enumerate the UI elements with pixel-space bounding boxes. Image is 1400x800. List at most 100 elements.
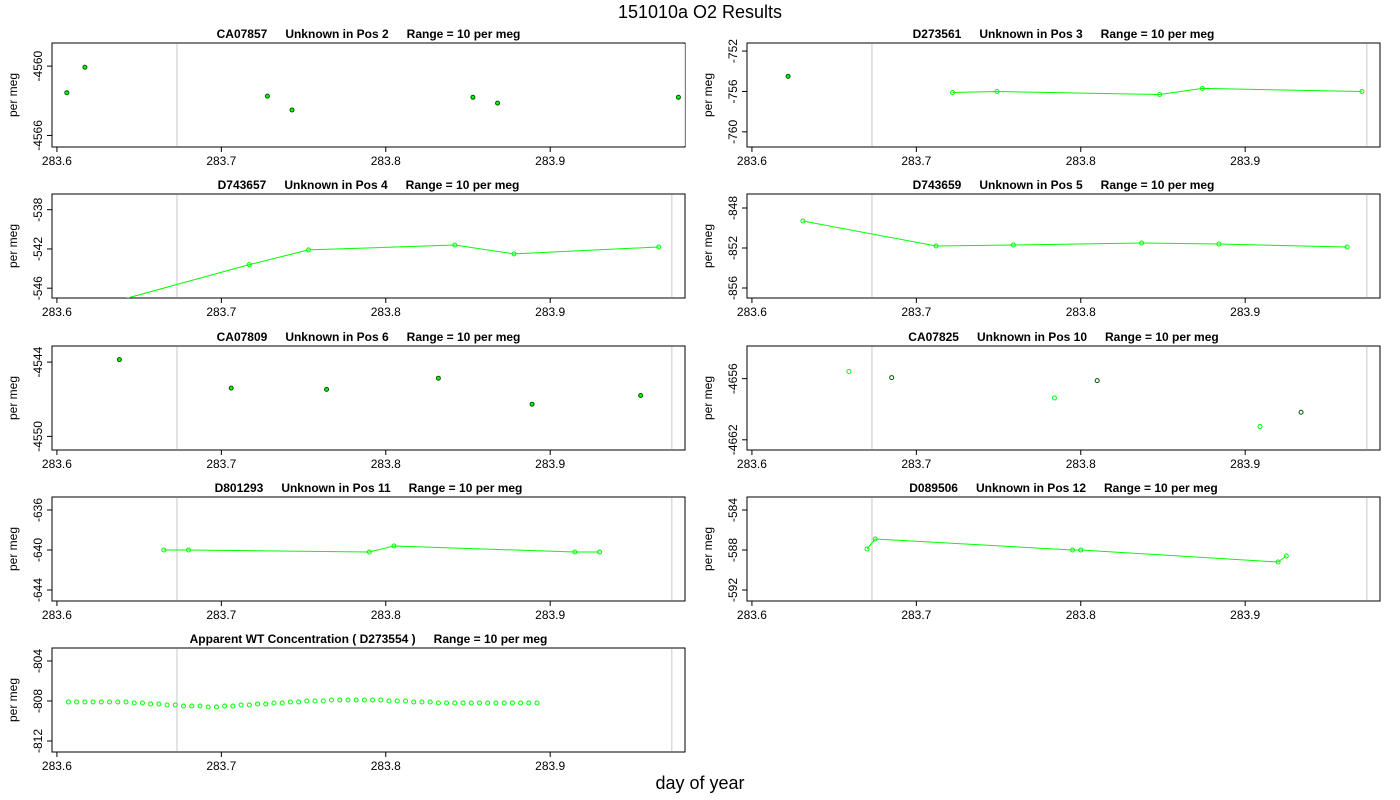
- x-tick-label: 283.7: [206, 154, 236, 168]
- series: [846, 368, 1304, 430]
- y-tick-label: -546: [31, 276, 45, 300]
- data-point: [572, 549, 578, 555]
- data-point: [90, 699, 96, 705]
- data-point: [161, 547, 167, 553]
- series-line: [866, 538, 1287, 563]
- series: [104, 242, 662, 306]
- x-tick-label: 283.8: [1066, 457, 1096, 471]
- y-tick-label: -4550: [31, 421, 45, 452]
- y-tick-label: -542: [31, 237, 45, 261]
- data-point: [460, 700, 466, 706]
- panel-title-range: Range = 10 per meg: [407, 330, 521, 344]
- data-point: [994, 88, 1000, 94]
- data-point: [1275, 559, 1281, 565]
- x-tick-label: 283.9: [1230, 457, 1260, 471]
- panel-title-desc: Unknown in Pos 4: [284, 178, 388, 192]
- data-point: [1157, 91, 1163, 97]
- panel-5: CA07809 Unknown in Pos 6 Range = 10 per me…: [6, 330, 686, 471]
- data-point: [255, 701, 261, 707]
- data-point: [65, 699, 71, 705]
- data-point: [156, 701, 162, 707]
- data-point: [872, 536, 878, 542]
- series: [65, 697, 540, 710]
- data-point: [279, 700, 285, 706]
- data-point: [1199, 85, 1205, 91]
- data-point: [264, 93, 270, 99]
- data-point: [345, 697, 351, 703]
- panel-4: D743659 Unknown in Pos 5 Range = 10 per me…: [701, 178, 1381, 319]
- x-tick-label: 283.6: [42, 154, 72, 168]
- panel-title-id: D743659: [913, 178, 962, 192]
- data-point: [205, 704, 211, 710]
- x-tick-label: 283.6: [42, 305, 72, 319]
- y-tick-label: -4662: [726, 424, 740, 455]
- data-point: [435, 700, 441, 706]
- data-point: [638, 393, 644, 399]
- data-point: [411, 699, 417, 705]
- data-point: [329, 697, 335, 703]
- x-tick-label: 283.8: [371, 457, 401, 471]
- data-point: [116, 357, 122, 363]
- series: [800, 218, 1350, 250]
- y-tick-label: -588: [726, 538, 740, 562]
- x-tick-label: 283.6: [737, 305, 767, 319]
- data-point: [312, 698, 318, 704]
- data-point: [185, 547, 191, 553]
- data-point: [104, 302, 108, 306]
- y-tick-label: -4560: [31, 50, 45, 81]
- panel-title: CA07809 Unknown in Pos 6 Range = 10 per me…: [217, 330, 521, 344]
- y-tick-label: -4566: [31, 120, 45, 151]
- panel-title-range: Range = 10 per meg: [406, 178, 520, 192]
- data-point: [427, 699, 433, 705]
- x-tick-label: 283.8: [371, 154, 401, 168]
- data-point: [82, 64, 88, 70]
- x-tick-label: 283.8: [1066, 608, 1096, 622]
- data-point: [656, 244, 662, 250]
- x-tick-label: 283.9: [535, 305, 565, 319]
- data-point: [320, 698, 326, 704]
- x-tick-label: 283.8: [1066, 154, 1096, 168]
- panel-title-desc: Unknown in Pos 3: [979, 27, 1083, 41]
- x-tick-label: 283.8: [1066, 305, 1096, 319]
- panel-title-desc: Unknown in Pos 11: [281, 481, 391, 495]
- y-tick-label: -760: [726, 120, 740, 144]
- panel-title: D801293 Unknown in Pos 11 Range = 10 per m…: [215, 481, 523, 495]
- data-point: [213, 704, 219, 710]
- y-tick-label: -4544: [31, 346, 45, 377]
- panel-6: CA07825 Unknown in Pos 10 Range = 10 per m…: [701, 330, 1381, 471]
- data-point: [1283, 553, 1289, 559]
- data-point: [246, 702, 252, 708]
- plot-frame: [51, 345, 686, 451]
- data-point: [529, 401, 535, 407]
- y-tick-label: -756: [726, 79, 740, 103]
- x-tick-label: 283.9: [535, 759, 565, 773]
- plot-frame: [51, 42, 686, 148]
- panel-title-id: D801293: [215, 481, 264, 495]
- panel-title: D743657 Unknown in Pos 4 Range = 10 per me…: [218, 178, 520, 192]
- data-point: [485, 700, 491, 706]
- panel-title-range: Range = 10 per meg: [434, 632, 548, 646]
- data-point: [501, 700, 507, 706]
- data-point: [353, 697, 359, 703]
- panel-title: D089506 Unknown in Pos 12 Range = 10 per m…: [909, 481, 1217, 495]
- data-point: [1344, 244, 1350, 250]
- data-point: [230, 703, 236, 709]
- panel-title-range: Range = 10 per meg: [1101, 27, 1215, 41]
- data-point: [370, 697, 376, 703]
- x-tick-label: 283.7: [901, 457, 931, 471]
- data-point: [228, 385, 234, 391]
- plot-frame: [746, 345, 1381, 451]
- x-tick-label: 283.6: [42, 759, 72, 773]
- data-point: [675, 94, 681, 100]
- data-point: [452, 700, 458, 706]
- x-tick-label: 283.9: [535, 608, 565, 622]
- plot-frame: [746, 42, 1381, 148]
- page-title: 151010a O2 Results: [617, 2, 783, 22]
- x-tick-label: 283.7: [901, 305, 931, 319]
- panel-title-id: D743657: [218, 178, 267, 192]
- y-axis-label: per meg: [701, 527, 715, 571]
- panel-title-id: Apparent WT Concentration ( D273554 ): [190, 632, 416, 646]
- data-point: [366, 549, 372, 555]
- data-point: [64, 90, 70, 96]
- y-tick-label: -538: [31, 197, 45, 221]
